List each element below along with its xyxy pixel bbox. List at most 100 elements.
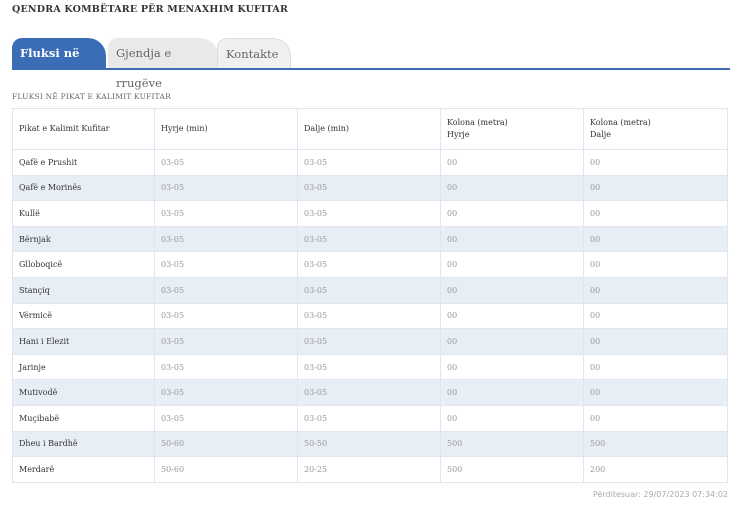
header-label: Kolona (metra) xyxy=(446,118,508,127)
cell-queue-entry: 00 xyxy=(439,353,584,381)
cell-queue-exit: 00 xyxy=(582,174,729,202)
last-updated: Përditesuar: 29/07/2023 07:34:02 xyxy=(592,490,728,499)
header-label: Kolona (metra) xyxy=(589,118,651,127)
cell-queue-entry: 00 xyxy=(439,149,584,176)
cell-crossing-point: Kullë xyxy=(12,200,155,227)
table-row: Kullë 03-05 03-05 00 00 xyxy=(12,200,729,227)
cell-entry-min: 03-05 xyxy=(153,328,298,355)
cell-queue-entry: 00 xyxy=(439,379,584,406)
cell-entry-min: 03-05 xyxy=(153,302,298,330)
table-row: Hani i Elezit 03-05 03-05 00 00 xyxy=(12,328,729,355)
table-row: Stançiq 03-05 03-05 00 00 xyxy=(12,276,729,304)
cell-queue-exit: 200 xyxy=(582,456,729,483)
cell-queue-exit: 00 xyxy=(582,404,729,432)
header-queue-entry: Kolona (metra) Hyrje xyxy=(439,108,584,150)
header-label: Dalje (min) xyxy=(303,124,350,133)
cell-exit-min: 03-05 xyxy=(296,149,441,176)
cell-entry-min: 03-05 xyxy=(153,174,298,202)
table-row: Glloboqicë 03-05 03-05 00 00 xyxy=(12,251,729,278)
cell-exit-min: 03-05 xyxy=(296,379,441,406)
cell-queue-entry: 00 xyxy=(439,276,584,304)
cell-entry-min: 50-60 xyxy=(153,456,298,483)
cell-queue-exit: 00 xyxy=(582,149,729,176)
cell-entry-min: 03-05 xyxy=(153,149,298,176)
cell-queue-entry: 500 xyxy=(439,456,584,483)
cell-queue-entry: 00 xyxy=(439,251,584,278)
cell-queue-exit: 00 xyxy=(582,328,729,355)
tab-bar: Fluksi në kufi Gjendja e rrugëve Kontakt… xyxy=(12,38,730,90)
cell-entry-min: 03-05 xyxy=(153,251,298,278)
cell-crossing-point: Qafë e Prushit xyxy=(12,149,155,176)
header-queue-exit: Kolona (metra) Dalje xyxy=(582,108,729,150)
cell-entry-min: 03-05 xyxy=(153,379,298,406)
cell-exit-min: 03-05 xyxy=(296,174,441,202)
border-flow-table: Pikat e Kalimit Kufitar Hyrje (min) Dalj… xyxy=(12,108,729,483)
cell-crossing-point: Glloboqicë xyxy=(12,251,155,278)
cell-exit-min: 03-05 xyxy=(296,251,441,278)
cell-queue-entry: 00 xyxy=(439,404,584,432)
cell-queue-entry: 00 xyxy=(439,200,584,227)
cell-entry-min: 03-05 xyxy=(153,276,298,304)
tab-contacts[interactable]: Kontakte xyxy=(217,38,291,68)
header-label: Hyrje (min) xyxy=(160,124,208,133)
cell-entry-min: 03-05 xyxy=(153,404,298,432)
table-row: Mutivodë 03-05 03-05 00 00 xyxy=(12,379,729,406)
cell-crossing-point: Bërnjak xyxy=(12,225,155,253)
table-row: Jarinje 03-05 03-05 00 00 xyxy=(12,353,729,381)
cell-queue-exit: 00 xyxy=(582,379,729,406)
header-entry-min: Hyrje (min) xyxy=(153,108,298,150)
cell-exit-min: 03-05 xyxy=(296,276,441,304)
tab-border-flow[interactable]: Fluksi në kufi xyxy=(12,38,106,90)
cell-entry-min: 03-05 xyxy=(153,353,298,381)
header-sublabel: Hyrje xyxy=(446,130,470,139)
tab-road-conditions[interactable]: Gjendja e rrugëve xyxy=(108,38,218,90)
table-row: Qafë e Prushit 03-05 03-05 00 00 xyxy=(12,149,729,176)
header-crossing-point: Pikat e Kalimit Kufitar xyxy=(12,108,155,150)
header-sublabel: Dalje xyxy=(589,130,611,139)
cell-crossing-point: Vërmicë xyxy=(12,302,155,330)
cell-crossing-point: Qafë e Morinës xyxy=(12,174,155,202)
table-row: Bërnjak 03-05 03-05 00 00 xyxy=(12,225,729,253)
cell-queue-entry: 00 xyxy=(439,328,584,355)
cell-queue-exit: 500 xyxy=(582,430,729,458)
cell-entry-min: 03-05 xyxy=(153,225,298,253)
table-body: Qafë e Prushit 03-05 03-05 00 00 Qafë e Morin… xyxy=(12,149,729,483)
cell-exit-min: 03-05 xyxy=(296,200,441,227)
header-label: Pikat e Kalimit Kufitar xyxy=(19,124,110,133)
cell-entry-min: 03-05 xyxy=(153,200,298,227)
cell-crossing-point: Stançiq xyxy=(12,276,155,304)
cell-queue-entry: 00 xyxy=(439,174,584,202)
cell-exit-min: 20-25 xyxy=(296,456,441,483)
cell-queue-exit: 00 xyxy=(582,200,729,227)
table-row: Merdarë 50-60 20-25 500 200 xyxy=(12,456,729,483)
page-title: QENDRA KOMBËTARE PËR MENAXHIM KUFITAR xyxy=(12,4,289,15)
cell-queue-exit: 00 xyxy=(582,276,729,304)
cell-exit-min: 03-05 xyxy=(296,353,441,381)
cell-queue-exit: 00 xyxy=(582,225,729,253)
cell-queue-entry: 500 xyxy=(439,430,584,458)
cell-crossing-point: Muçibabë xyxy=(12,404,155,432)
cell-exit-min: 03-05 xyxy=(296,404,441,432)
cell-crossing-point: Merdarë xyxy=(12,456,155,483)
table-row: Qafë e Morinës 03-05 03-05 00 00 xyxy=(12,174,729,202)
table-header-row: Pikat e Kalimit Kufitar Hyrje (min) Dalj… xyxy=(12,108,729,150)
cell-queue-exit: 00 xyxy=(582,353,729,381)
cell-queue-entry: 00 xyxy=(439,302,584,330)
cell-crossing-point: Mutivodë xyxy=(12,379,155,406)
cell-crossing-point: Hani i Elezit xyxy=(12,328,155,355)
cell-queue-entry: 00 xyxy=(439,225,584,253)
cell-entry-min: 50-60 xyxy=(153,430,298,458)
cell-exit-min: 50-50 xyxy=(296,430,441,458)
table-row: Vërmicë 03-05 03-05 00 00 xyxy=(12,302,729,330)
header-exit-min: Dalje (min) xyxy=(296,108,441,150)
cell-crossing-point: Jarinje xyxy=(12,353,155,381)
table-row: Muçibabë 03-05 03-05 00 00 xyxy=(12,404,729,432)
cell-exit-min: 03-05 xyxy=(296,302,441,330)
section-title: FLUKSI NË PIKAT E KALIMIT KUFITAR xyxy=(12,92,171,101)
cell-queue-exit: 00 xyxy=(582,251,729,278)
cell-exit-min: 03-05 xyxy=(296,225,441,253)
cell-crossing-point: Dheu i Bardhë xyxy=(12,430,155,458)
cell-queue-exit: 00 xyxy=(582,302,729,330)
table-row: Dheu i Bardhë 50-60 50-50 500 500 xyxy=(12,430,729,458)
cell-exit-min: 03-05 xyxy=(296,328,441,355)
